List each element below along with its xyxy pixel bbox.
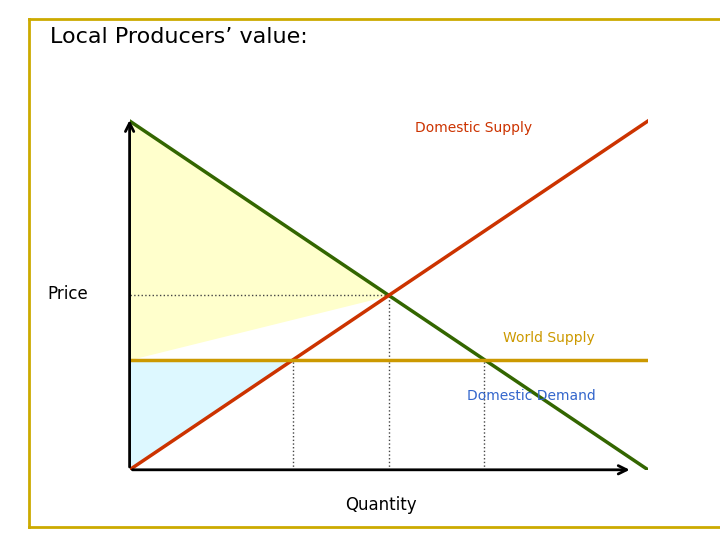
Polygon shape [130,360,293,470]
Text: Local Producers’ value:: Local Producers’ value: [50,27,308,47]
Text: Quantity: Quantity [345,496,417,514]
Polygon shape [130,121,389,360]
Text: Domestic Supply: Domestic Supply [415,121,532,135]
Text: World Supply: World Supply [503,331,595,345]
Text: Domestic Demand: Domestic Demand [467,389,595,403]
Text: Price: Price [48,285,88,302]
